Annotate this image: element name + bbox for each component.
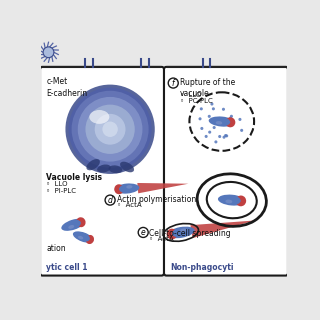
Ellipse shape (213, 117, 230, 126)
Circle shape (208, 131, 211, 134)
Text: ◦  ActA: ◦ ActA (149, 236, 174, 242)
Ellipse shape (225, 117, 235, 127)
Polygon shape (137, 183, 188, 193)
Ellipse shape (97, 164, 111, 172)
Ellipse shape (120, 162, 134, 172)
Circle shape (210, 120, 213, 123)
Circle shape (222, 136, 226, 139)
Circle shape (214, 140, 217, 143)
Text: e: e (141, 228, 146, 237)
Ellipse shape (86, 235, 94, 244)
Circle shape (200, 127, 204, 130)
Ellipse shape (167, 229, 177, 239)
Circle shape (66, 84, 155, 174)
Circle shape (198, 117, 202, 120)
Ellipse shape (65, 220, 81, 230)
Text: f: f (172, 78, 174, 88)
Ellipse shape (218, 195, 245, 206)
Circle shape (102, 122, 118, 137)
Circle shape (138, 228, 148, 237)
Ellipse shape (78, 236, 83, 239)
Text: Non-phagocyti: Non-phagocyti (170, 263, 234, 272)
Ellipse shape (236, 196, 246, 206)
Ellipse shape (167, 227, 195, 238)
Circle shape (212, 107, 215, 110)
Ellipse shape (172, 228, 190, 237)
Text: ◦  PC-PLC: ◦ PC-PLC (180, 99, 213, 104)
Text: ◦  LLO: ◦ LLO (46, 181, 68, 187)
Circle shape (230, 115, 233, 118)
Text: ◦  LLO: ◦ LLO (180, 92, 202, 98)
Text: ◦  PI-PLC: ◦ PI-PLC (46, 188, 76, 194)
Circle shape (85, 105, 135, 154)
Circle shape (229, 116, 232, 120)
Text: Vacuole lysis: Vacuole lysis (46, 173, 102, 182)
Ellipse shape (126, 185, 132, 188)
Circle shape (224, 134, 227, 137)
Circle shape (225, 134, 228, 137)
Circle shape (222, 108, 225, 111)
Circle shape (208, 115, 211, 118)
Text: Cell-to-cell spreading: Cell-to-cell spreading (149, 228, 231, 237)
Text: ation: ation (46, 244, 66, 253)
Circle shape (95, 114, 125, 145)
Circle shape (72, 91, 148, 168)
Ellipse shape (68, 225, 74, 229)
FancyBboxPatch shape (40, 67, 164, 276)
Circle shape (238, 118, 242, 121)
Ellipse shape (108, 165, 122, 173)
Circle shape (210, 102, 213, 106)
Ellipse shape (114, 184, 124, 194)
Ellipse shape (89, 110, 109, 124)
Circle shape (204, 135, 208, 138)
Circle shape (218, 135, 221, 138)
Ellipse shape (225, 200, 232, 204)
Circle shape (212, 126, 216, 129)
Circle shape (78, 97, 142, 162)
Circle shape (168, 78, 178, 88)
Circle shape (200, 107, 203, 110)
Ellipse shape (73, 231, 93, 243)
Ellipse shape (119, 184, 135, 193)
Ellipse shape (180, 228, 187, 232)
Ellipse shape (216, 121, 222, 124)
Ellipse shape (223, 195, 241, 205)
Circle shape (43, 47, 54, 58)
Text: ytic cell 1: ytic cell 1 (46, 263, 88, 272)
Text: d: d (108, 196, 113, 204)
Ellipse shape (115, 183, 139, 194)
Ellipse shape (76, 217, 85, 227)
Text: c-Met
E-cadherin: c-Met E-cadherin (46, 77, 87, 98)
Polygon shape (190, 220, 255, 238)
FancyBboxPatch shape (164, 67, 288, 276)
Ellipse shape (61, 219, 85, 231)
Circle shape (68, 88, 152, 171)
Text: ◦  ActA: ◦ ActA (117, 203, 142, 208)
Text: Actin polymerisation: Actin polymerisation (117, 196, 196, 204)
Text: Rupture of the
vacuole: Rupture of the vacuole (180, 78, 236, 98)
Ellipse shape (209, 116, 235, 127)
Circle shape (105, 195, 115, 205)
Ellipse shape (76, 233, 90, 242)
Circle shape (240, 129, 243, 132)
Ellipse shape (86, 159, 100, 170)
